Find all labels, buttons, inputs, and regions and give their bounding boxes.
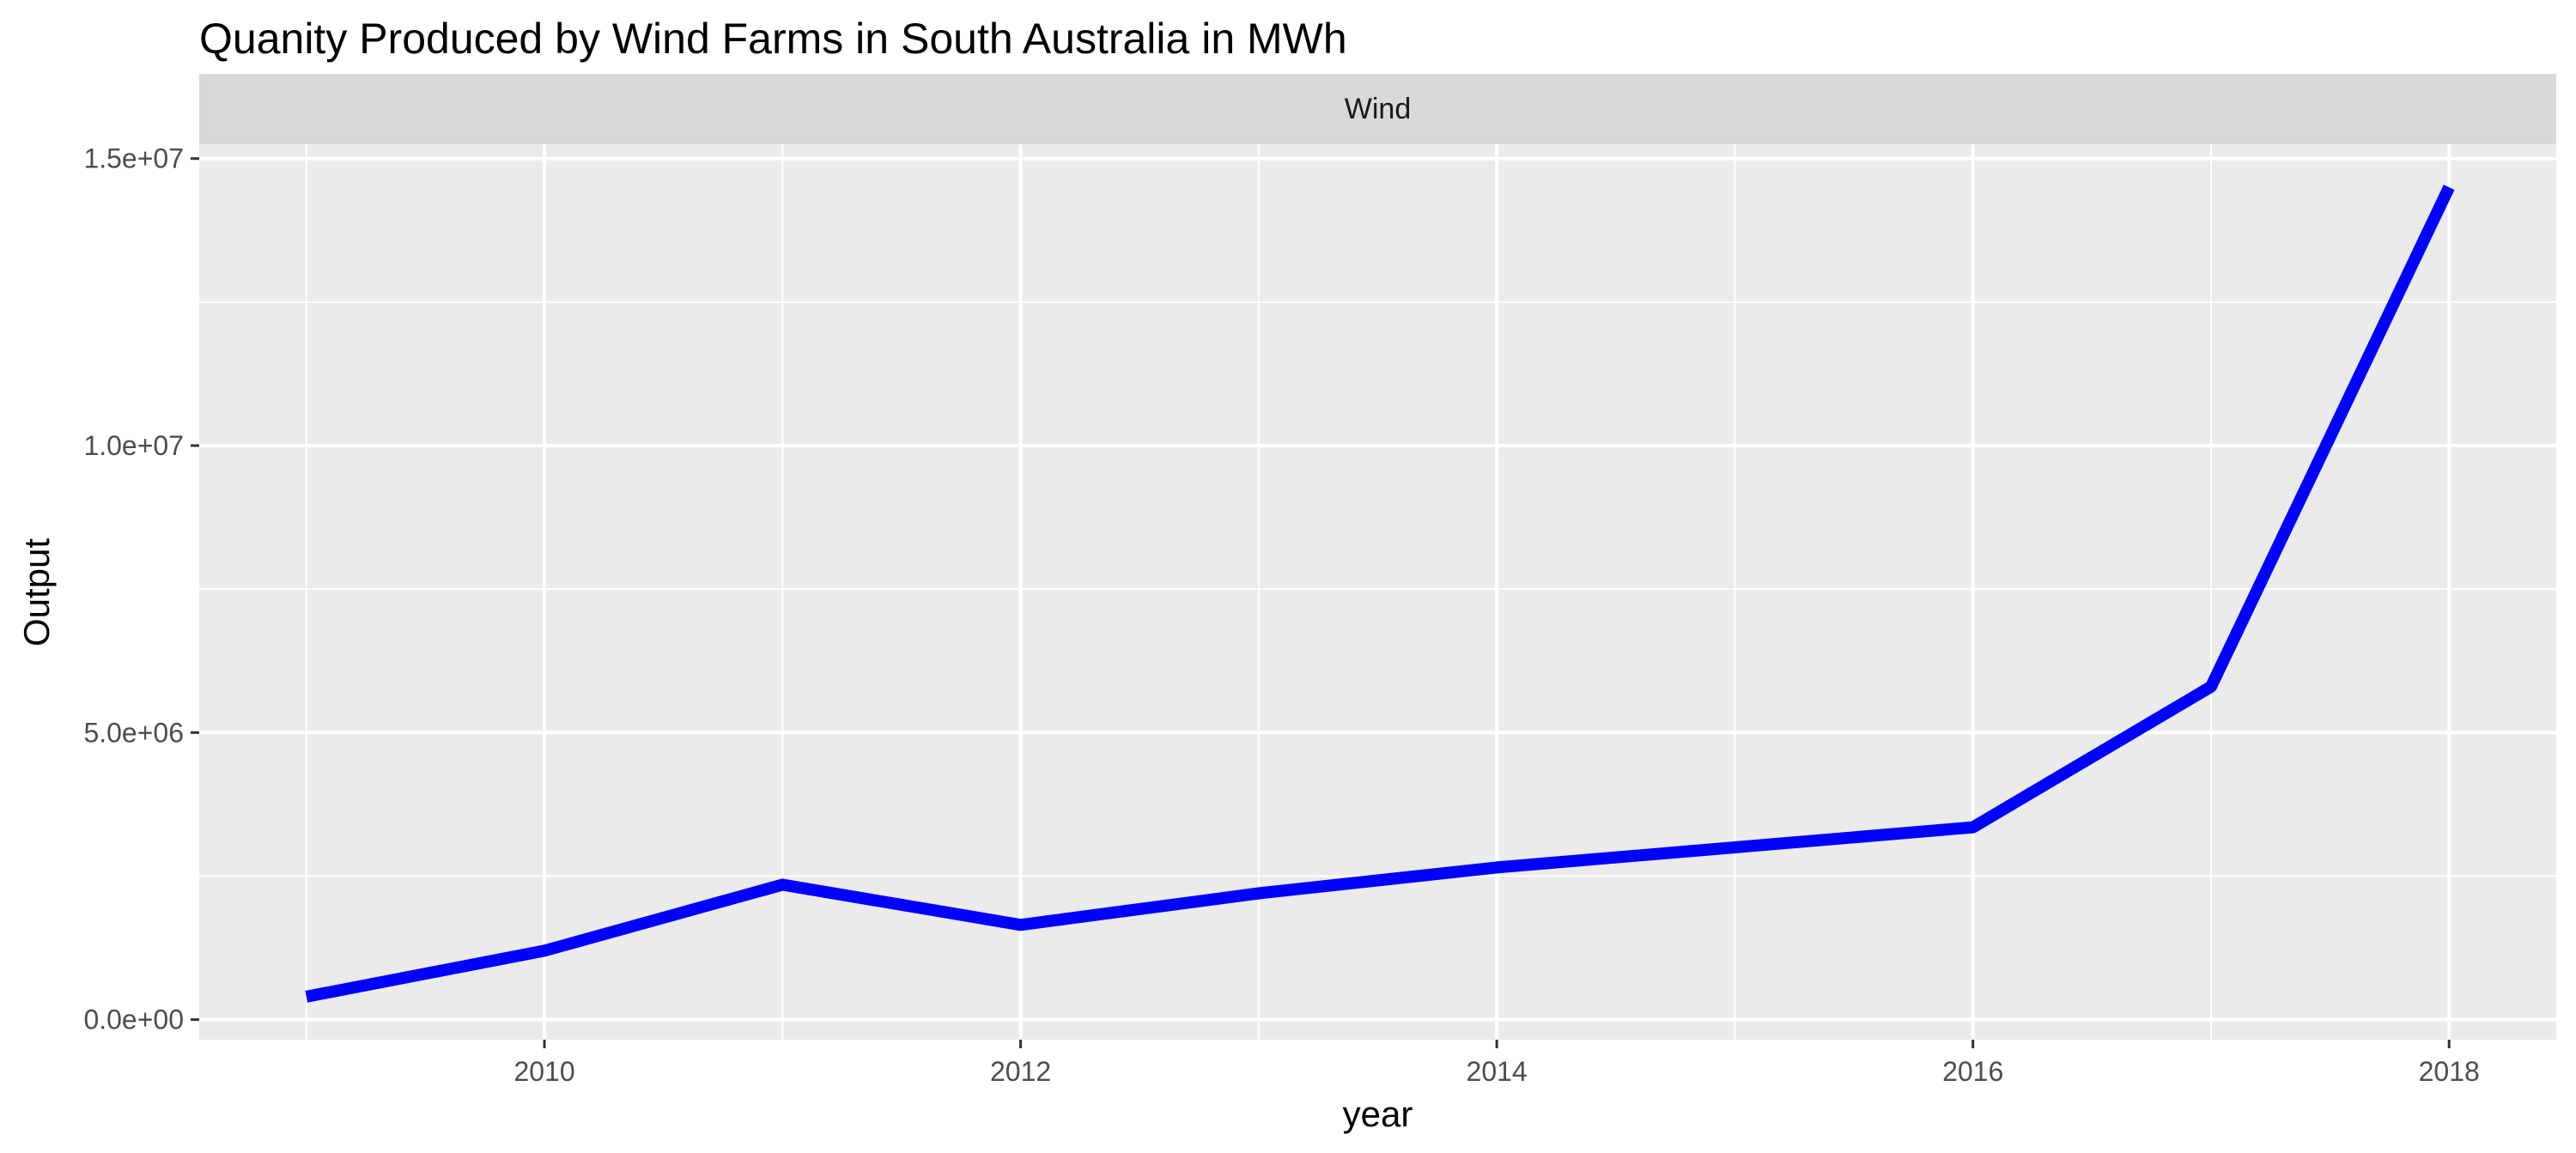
x-axis: 2010 2012 2014 2016 2018 [513,1040,2480,1087]
y-tick-label: 0.0e+00 [83,1004,184,1035]
data-lines [305,185,2455,1003]
y-tick-label: 1.0e+07 [83,430,184,461]
facet-label: Wind [1345,93,1411,125]
y-axis: 0.0e+00 5.0e+06 1.0e+07 1.5e+07 [83,143,199,1035]
series-line [305,185,2455,1003]
x-tick-label: 2012 [990,1056,1051,1087]
y-tick-label: 1.5e+07 [83,143,184,174]
plot-panel [199,144,2556,1040]
x-tick-label: 2010 [513,1056,574,1087]
y-tick-label: 5.0e+06 [83,717,184,748]
grid-major [199,144,2556,1040]
facet-strip [199,74,2556,144]
y-axis-title: Output [16,538,57,646]
x-axis-title: year [1343,1094,1413,1134]
x-tick-label: 2016 [1942,1056,2003,1087]
x-tick-label: 2018 [2419,1056,2480,1087]
x-tick-label: 2014 [1467,1056,1528,1087]
chart-title: Quanity Produced by Wind Farms in South … [199,15,1347,63]
